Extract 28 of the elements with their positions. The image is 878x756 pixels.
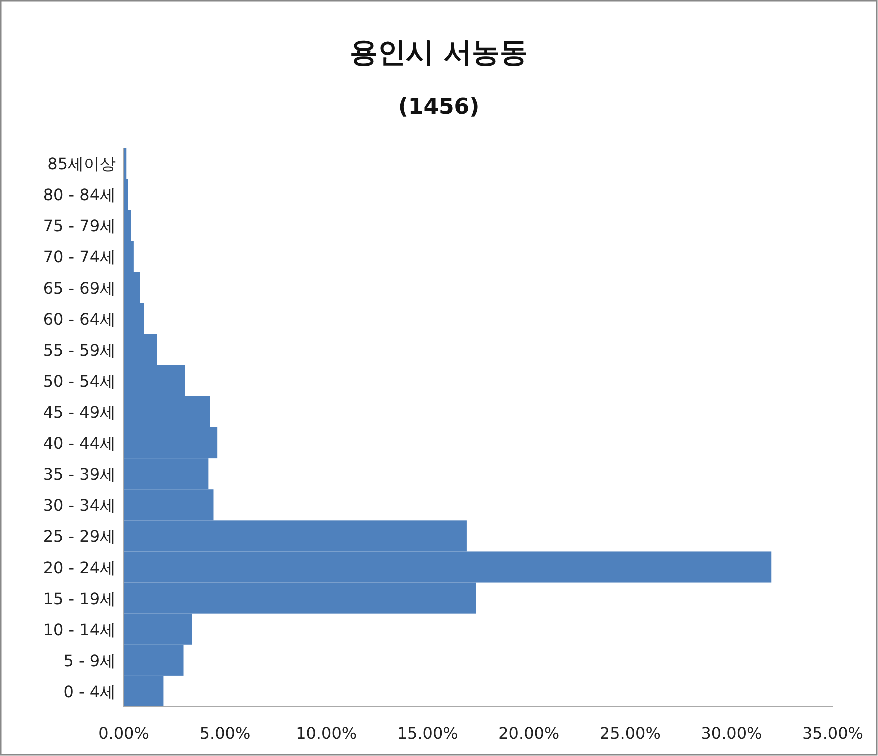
- y-tick-label: 20 - 24세: [43, 558, 116, 578]
- y-tick-label: 30 - 34세: [43, 496, 116, 516]
- chart-title: 용인시 서농동: [350, 36, 528, 69]
- x-tick-label: 20.00%: [498, 724, 560, 743]
- x-tick-label: 10.00%: [296, 724, 358, 743]
- x-tick-label: 5.00%: [200, 724, 251, 743]
- x-tick-label: 0.00%: [98, 724, 150, 743]
- y-tick-label: 10 - 14세: [43, 620, 116, 640]
- y-tick-label: 50 - 54세: [43, 372, 116, 391]
- x-tick-label: 30.00%: [701, 724, 762, 743]
- y-tick-label: 35 - 39세: [43, 465, 116, 484]
- y-tick-label: 70 - 74세: [43, 248, 116, 267]
- y-tick-label: 60 - 64세: [43, 310, 116, 329]
- y-tick-label: 75 - 79세: [43, 216, 116, 236]
- chart-subtitle: (1456): [398, 95, 480, 120]
- y-tick-label: 85세이상: [48, 154, 116, 174]
- y-tick-label: 55 - 59세: [43, 340, 116, 360]
- y-tick-label: 80 - 84세: [43, 186, 116, 205]
- x-tick-label: 25.00%: [600, 724, 661, 743]
- y-tick-label: 5 - 9세: [64, 651, 116, 670]
- y-tick-label: 15 - 19세: [43, 589, 116, 608]
- y-tick-label: 25 - 29세: [43, 527, 116, 546]
- y-tick-label: 0 - 4세: [64, 682, 116, 702]
- y-tick-label: 40 - 44세: [43, 434, 116, 454]
- x-tick-label: 15.00%: [397, 724, 458, 743]
- y-tick-label: 45 - 49세: [43, 402, 116, 422]
- y-tick-label: 65 - 69세: [43, 278, 116, 298]
- x-tick-label: 35.00%: [802, 724, 864, 743]
